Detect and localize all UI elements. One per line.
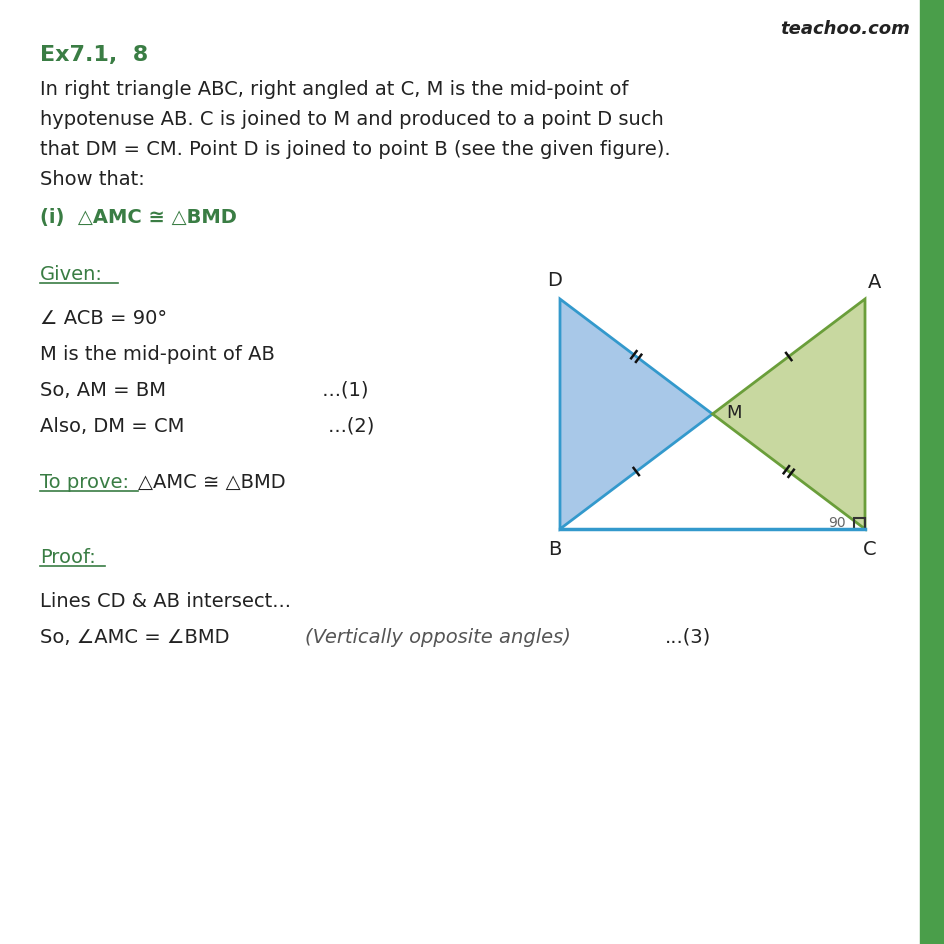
Text: Ex7.1,  8: Ex7.1, 8	[40, 45, 148, 65]
Text: M: M	[726, 404, 741, 422]
Bar	[919, 0, 944, 944]
Text: Also, DM = CM                       ...(2): Also, DM = CM ...(2)	[40, 416, 374, 435]
Text: teachoo.com: teachoo.com	[780, 20, 909, 38]
Text: ...(3): ...(3)	[665, 628, 711, 647]
Text: Proof:: Proof:	[40, 548, 95, 566]
Text: hypotenuse AB. C is joined to M and produced to a point D such: hypotenuse AB. C is joined to M and prod…	[40, 110, 663, 129]
Text: So, ∠AMC = ∠BMD: So, ∠AMC = ∠BMD	[40, 628, 229, 647]
Text: D: D	[547, 271, 562, 290]
Text: (Vertically opposite angles): (Vertically opposite angles)	[305, 628, 570, 647]
Text: △AMC ≅ △BMD: △AMC ≅ △BMD	[138, 473, 285, 492]
Text: Show that:: Show that:	[40, 170, 144, 189]
Text: Given:: Given:	[40, 264, 103, 284]
Text: ∠ ACB = 90°: ∠ ACB = 90°	[40, 309, 167, 328]
Text: A: A	[868, 273, 881, 292]
Text: 90: 90	[828, 515, 845, 530]
Text: B: B	[548, 539, 561, 559]
Polygon shape	[712, 299, 864, 530]
Text: C: C	[862, 539, 876, 559]
Text: (i)  △AMC ≅ △BMD: (i) △AMC ≅ △BMD	[40, 208, 237, 227]
Bar	[853, 518, 864, 530]
Text: that DM = CM. Point D is joined to point B (see the given figure).: that DM = CM. Point D is joined to point…	[40, 140, 670, 159]
Text: So, AM = BM                         ...(1): So, AM = BM ...(1)	[40, 380, 368, 399]
Text: Lines CD & AB intersect...: Lines CD & AB intersect...	[40, 591, 291, 611]
Text: In right triangle ABC, right angled at C, M is the mid-point of: In right triangle ABC, right angled at C…	[40, 80, 628, 99]
Text: To prove:: To prove:	[40, 473, 135, 492]
Text: M is the mid-point of AB: M is the mid-point of AB	[40, 345, 275, 363]
Polygon shape	[560, 299, 712, 530]
